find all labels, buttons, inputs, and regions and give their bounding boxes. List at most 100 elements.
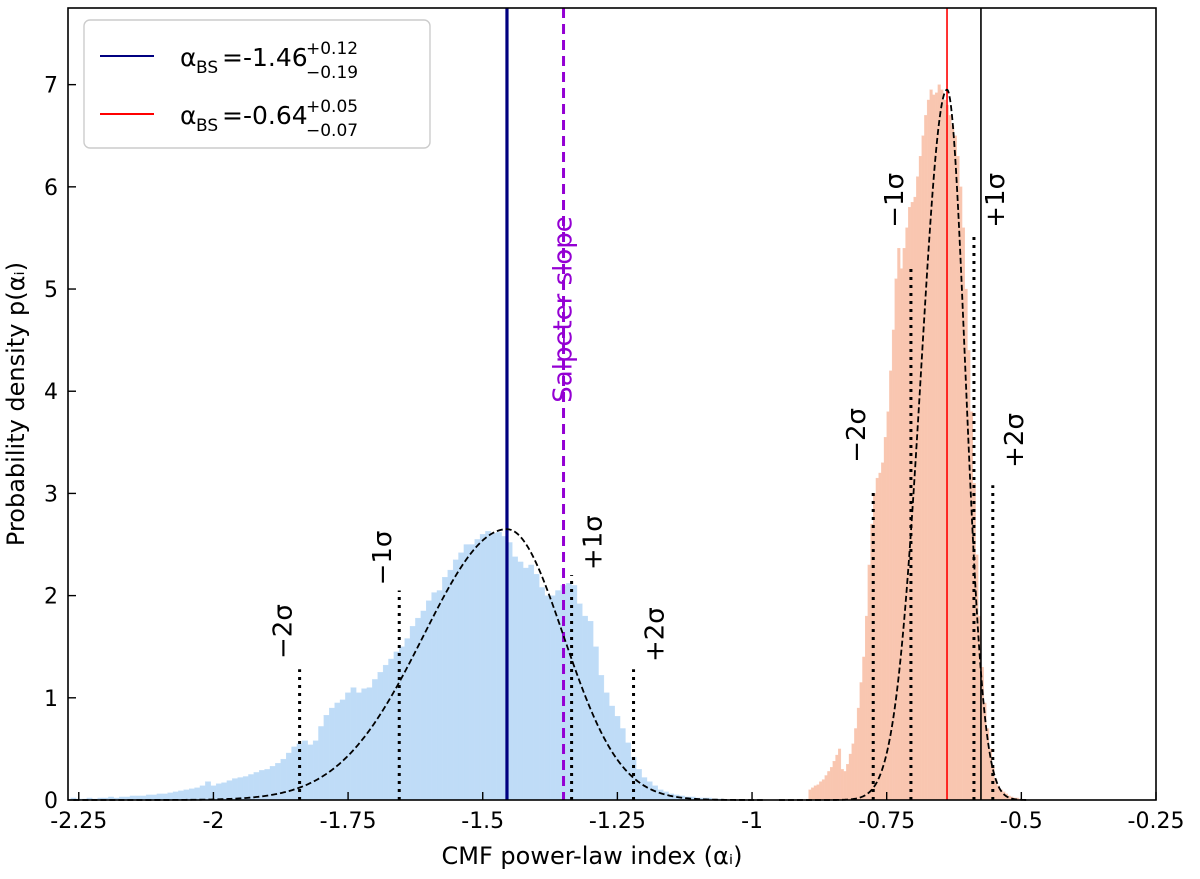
red-histogram-bar (943, 99, 947, 801)
kde-curve-blue (73, 528, 763, 801)
blue-histogram-bar (463, 544, 470, 801)
legend-value: =-0.64 (222, 101, 308, 130)
blue-histogram-bar (452, 559, 459, 801)
red-histogram-bar (840, 769, 844, 801)
blue-histogram-bar (285, 752, 292, 801)
red-histogram-bar (838, 748, 842, 801)
blue-histogram-bar (189, 788, 195, 801)
blue-histogram-bar (302, 740, 308, 801)
sigma-marker-label: −2σ (269, 604, 299, 659)
axes: -2.25 -2 -1.75 -1.5 -1.25 -1 -0.75 -0.5 -0.25 0 1 2… (2, 7, 1184, 870)
annotations: Salpeter slope (549, 216, 579, 402)
x-tick-label: -1.75 (320, 809, 377, 834)
sigma-marker-label: −1σ (368, 531, 398, 586)
blue-histogram-bar (479, 534, 486, 801)
x-tick-label: -1 (741, 809, 763, 834)
y-tick-label: 5 (44, 278, 58, 303)
red-histogram-bar (862, 656, 866, 801)
blue-histogram-bar (646, 781, 653, 801)
red-histogram-bar (900, 268, 904, 801)
blue-histogram-bar (237, 777, 244, 801)
blue-histogram-bar (442, 577, 448, 801)
vertical-lines (505, 8, 982, 800)
sigma-marker-label: −1σ (880, 173, 910, 228)
blue-histogram-bar (215, 783, 222, 801)
blue-histogram-bar (194, 787, 201, 801)
blue-histogram-bar (178, 790, 184, 801)
blue-histogram-bar (329, 707, 335, 801)
blue-histogram-bar (447, 569, 454, 801)
blue-histogram-bar (226, 780, 233, 801)
legend-subscript: BS (196, 116, 218, 136)
y-tick-label: 4 (44, 380, 58, 405)
blue-histogram-bar (291, 746, 298, 801)
blue-histogram-bar (549, 595, 556, 801)
blue-histogram-bar (576, 603, 583, 801)
red-histogram-bar (827, 771, 831, 801)
red-histogram-bar (918, 156, 922, 801)
blue-histogram-bar (485, 531, 491, 801)
blue-histogram-bar (474, 539, 481, 801)
legend-upper-error: +0.05 (306, 97, 358, 117)
red-histogram-bar (881, 462, 885, 801)
legend-alpha: α (180, 101, 196, 130)
red-histogram-bar (854, 728, 858, 801)
blue-histogram-bar (323, 715, 330, 801)
red-histogram-bar (878, 472, 882, 801)
blue-histogram-bar (205, 781, 211, 801)
legend: α BS =-1.46+0.12−0.19α BS =-0.64+0.05−0.07 (83, 19, 431, 149)
blue-histogram-bar (232, 778, 238, 801)
legend-box (83, 19, 431, 149)
x-tick-label: -0.75 (858, 809, 915, 834)
sigma-marker-label: +1σ (579, 515, 609, 570)
red-histogram-bar (948, 115, 952, 801)
red-histogram-bar (813, 785, 817, 801)
legend-value: =-1.46 (222, 43, 308, 72)
red-histogram-bar (835, 754, 839, 801)
blue-histogram-bar (248, 774, 254, 801)
blue-histogram-bar (253, 772, 260, 801)
red-histogram-bar (891, 329, 895, 801)
red-histogram-bar (905, 227, 909, 801)
red-histogram-bar (859, 682, 863, 801)
red-histogram-bar (894, 278, 898, 801)
x-tick-label: -2 (202, 809, 224, 834)
red-histogram-bar (935, 92, 939, 801)
red-histogram-bar (864, 615, 868, 801)
red-histogram-bar (921, 135, 925, 801)
red-histogram-bar (951, 125, 955, 801)
red-histogram-bar (956, 156, 960, 801)
y-axis-label: Probability density p(αᵢ) (2, 262, 30, 546)
red-histogram-bar (808, 789, 812, 801)
blue-histogram-bar (199, 785, 206, 801)
blue-histogram-bar (334, 702, 341, 801)
red-histogram-bar (967, 350, 971, 801)
red-histogram-bar (829, 767, 833, 801)
sigma-marker-label: +1σ (981, 173, 1011, 228)
red-histogram-bar (824, 775, 828, 801)
red-histogram-bar (843, 771, 847, 801)
red-histogram-bar (940, 89, 944, 801)
red-histogram-bar (932, 94, 936, 801)
blue-histogram-bar (544, 595, 551, 801)
blue-histogram-bar (366, 687, 373, 801)
blue-histogram-bar (280, 758, 287, 801)
sigma-marker-label: +2σ (641, 607, 671, 662)
blue-histogram-bar (431, 592, 438, 801)
red-histogram-bar (856, 707, 860, 801)
red-histogram-bar (953, 135, 957, 801)
blue-histogram-bar (167, 792, 174, 801)
red-histogram-bar (897, 248, 901, 801)
red-histogram-bar (916, 176, 920, 801)
sigma-marker-label: +2σ (1000, 413, 1030, 468)
blue-histogram-bar (458, 552, 465, 801)
red-histogram-bar (902, 248, 906, 801)
x-axis-label: CMF power-law index (αᵢ) (442, 842, 743, 870)
red-histogram-bar (875, 477, 879, 801)
blue-histogram-bar (630, 756, 637, 801)
legend-lower-error: −0.19 (306, 63, 358, 83)
blue-histogram-bar (339, 699, 346, 801)
blue-histogram-bar (657, 789, 664, 801)
x-tick-label: -2.25 (50, 809, 107, 834)
blue-histogram-bar (469, 544, 475, 801)
